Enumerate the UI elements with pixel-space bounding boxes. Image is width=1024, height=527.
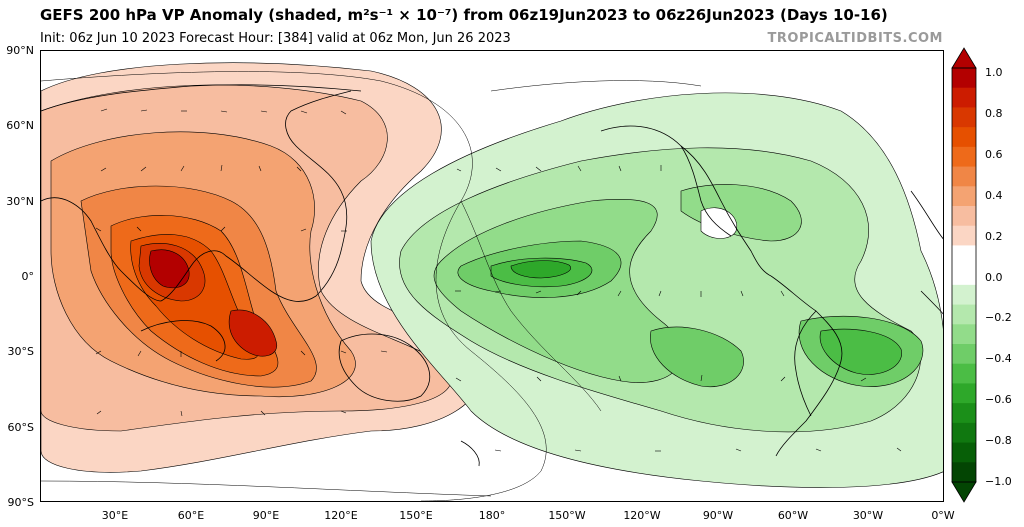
lon-label: 90°W	[702, 509, 734, 522]
colorbar-label: 0.0	[985, 271, 1003, 284]
lon-label: 150°E	[399, 509, 433, 522]
lat-label: 30°N	[6, 195, 34, 208]
vp-anomaly-map	[41, 62, 943, 501]
colorbar-label: −0.2	[985, 311, 1012, 324]
colorbar-swatch	[952, 442, 976, 463]
colorbar-label: 1.0	[985, 66, 1003, 79]
colorbar-swatch	[952, 127, 976, 148]
colorbar-swatch	[952, 186, 976, 207]
lon-label: 150°W	[548, 509, 586, 522]
coastlines	[41, 84, 943, 467]
colorbar-swatch	[952, 265, 976, 286]
colorbar-max-arrow	[951, 47, 977, 69]
colorbar-swatch	[952, 363, 976, 384]
colorbar-label: 0.8	[985, 107, 1003, 120]
colorbar-swatch	[952, 225, 976, 246]
colorbar-swatch	[952, 146, 976, 168]
lon-label: 0°W	[931, 509, 955, 522]
colorbar-swatch	[952, 304, 976, 325]
colorbar-swatch	[952, 403, 976, 424]
lat-label: 60°S	[7, 421, 34, 434]
colorbar-swatch	[952, 324, 976, 345]
colorbar-swatch	[952, 462, 976, 483]
lon-label: 90°E	[252, 509, 280, 522]
watermark: TROPICALTIDBITS.COM	[767, 31, 943, 46]
negative-anomaly-shading	[370, 92, 943, 488]
lat-label: 30°S	[7, 345, 34, 358]
colorbar-swatch	[952, 87, 976, 108]
colorbar-swatch	[952, 422, 976, 444]
colorbar-label: −0.8	[985, 434, 1012, 447]
lon-label: 180°	[478, 509, 506, 522]
colorbar-label: −0.6	[985, 393, 1012, 406]
lon-label: 120°E	[324, 509, 358, 522]
colorbar-swatch	[952, 245, 976, 266]
map-title: GEFS 200 hPa VP Anomaly (shaded, m²s⁻¹ ×…	[40, 6, 888, 24]
wind-vectors	[95, 108, 902, 452]
colorbar-swatch	[952, 68, 976, 89]
colorbar-swatch	[952, 383, 976, 404]
colorbar-min-arrow	[951, 481, 977, 503]
colorbar-label: −0.4	[985, 352, 1012, 365]
lon-label: 60°W	[777, 509, 809, 522]
map-panel	[40, 50, 944, 502]
lon-label: 30°W	[852, 509, 884, 522]
contour-lines	[41, 71, 702, 501]
colorbar-swatch	[952, 107, 976, 128]
colorbar-swatch	[952, 284, 976, 306]
lat-label: 90°N	[6, 44, 34, 57]
colorbar-swatch	[952, 344, 976, 365]
lon-label: 60°E	[177, 509, 205, 522]
colorbar-swatches	[951, 47, 977, 503]
map-subtitle: Init: 06z Jun 10 2023 Forecast Hour: [38…	[40, 31, 511, 46]
lat-label: 0°	[21, 270, 35, 283]
colorbar-swatch	[952, 206, 976, 227]
lon-label: 30°E	[101, 509, 129, 522]
colorbar-label: 0.2	[985, 230, 1003, 243]
lat-label: 60°N	[6, 119, 34, 132]
lat-label: 90°S	[7, 496, 34, 509]
positive-anomaly-shading	[41, 62, 483, 473]
lon-label: 120°W	[623, 509, 661, 522]
colorbar	[951, 47, 977, 503]
colorbar-label: 0.6	[985, 148, 1003, 161]
colorbar-label: −1.0	[985, 475, 1012, 488]
colorbar-swatch	[952, 166, 976, 187]
colorbar-label: 0.4	[985, 189, 1003, 202]
